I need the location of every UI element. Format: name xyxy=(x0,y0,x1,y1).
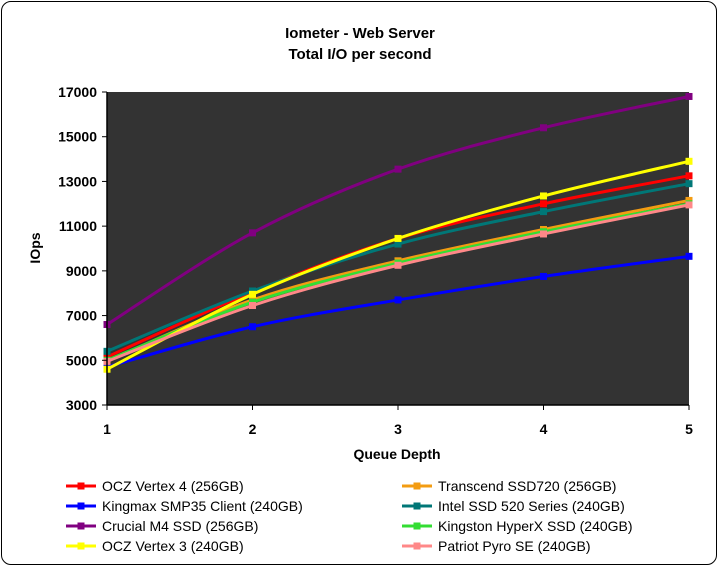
x-tick-label: 2 xyxy=(249,421,257,437)
data-point-marker xyxy=(394,261,402,269)
data-point-marker xyxy=(540,192,547,200)
series-layer xyxy=(103,92,693,373)
legend-label: Kingmax SMP35 Client (240GB) xyxy=(102,498,303,514)
legend-label: Kingston HyperX SSD (240GB) xyxy=(438,518,633,534)
legend-label: Patriot Pyro SE (240GB) xyxy=(438,538,591,554)
legend-swatch-marker xyxy=(77,482,85,490)
data-point-marker xyxy=(394,296,402,304)
legend-swatch-marker xyxy=(77,502,85,510)
legend-item: Transcend SSD720 (256GB) xyxy=(402,478,616,494)
legend-swatch-marker xyxy=(413,522,421,530)
data-point-marker xyxy=(249,302,256,310)
x-tick-label: 3 xyxy=(394,421,402,437)
legend-item: Kingston HyperX SSD (240GB) xyxy=(402,518,633,534)
legend-label: Transcend SSD720 (256GB) xyxy=(438,478,616,494)
data-point-marker xyxy=(685,92,693,100)
data-point-marker xyxy=(540,124,547,132)
legend-item: Intel SSD 520 Series (240GB) xyxy=(402,498,625,514)
x-tick-label: 5 xyxy=(685,421,693,437)
y-tick-label: 17000 xyxy=(58,84,97,100)
legend-swatch-marker xyxy=(413,482,421,490)
data-point-marker xyxy=(685,180,693,188)
data-point-marker xyxy=(394,165,402,173)
legend-item: OCZ Vertex 4 (256GB) xyxy=(66,478,244,494)
chart-subtitle: Total I/O per second xyxy=(288,46,431,63)
data-point-marker xyxy=(540,208,547,216)
y-tick-label: 15000 xyxy=(58,129,97,145)
data-point-marker xyxy=(685,201,693,209)
x-tick-label: 4 xyxy=(540,421,548,437)
legend-label: Crucial M4 SSD (256GB) xyxy=(102,518,258,534)
legend-item: Patriot Pyro SE (240GB) xyxy=(402,538,591,554)
data-point-marker xyxy=(540,272,547,280)
legend-label: Intel SSD 520 Series (240GB) xyxy=(438,498,625,514)
data-point-marker xyxy=(685,157,693,165)
plot-area xyxy=(107,92,689,405)
data-point-marker xyxy=(540,230,547,238)
data-point-marker xyxy=(685,172,693,180)
data-point-marker xyxy=(394,240,402,248)
legend: OCZ Vertex 4 (256GB) Transcend SSD720 (25… xyxy=(66,478,633,554)
data-point-marker xyxy=(685,252,693,260)
y-tick-label: 9000 xyxy=(66,263,97,279)
legend-item: OCZ Vertex 3 (240GB) xyxy=(66,538,244,554)
legend-swatch-marker xyxy=(413,502,421,510)
legend-label: OCZ Vertex 4 (256GB) xyxy=(102,478,244,494)
legend-item: Crucial M4 SSD (256GB) xyxy=(66,518,258,534)
data-point-marker xyxy=(394,234,402,242)
y-axis-label: IOps xyxy=(27,232,43,263)
legend-swatch-marker xyxy=(413,542,421,550)
y-tick-label: 11000 xyxy=(59,218,97,234)
chart-title: Iometer - Web Server xyxy=(285,25,435,42)
data-point-marker xyxy=(249,323,256,331)
x-tick-label: 1 xyxy=(103,421,111,437)
y-tick-label: 5000 xyxy=(66,352,97,368)
y-tick-label: 13000 xyxy=(58,173,97,189)
legend-label: OCZ Vertex 3 (240GB) xyxy=(102,538,244,554)
legend-swatch-marker xyxy=(77,522,85,530)
axes-layer: 3000 5000 7000 9000 11000 13000 15000 17000 1 2 3 4… xyxy=(58,84,693,437)
data-point-marker xyxy=(249,290,256,298)
legend-item: Kingmax SMP35 Client (240GB) xyxy=(66,498,303,514)
y-tick-label: 3000 xyxy=(66,397,97,413)
data-point-marker xyxy=(249,229,256,237)
x-axis-label: Queue Depth xyxy=(353,446,440,462)
data-point-marker xyxy=(540,200,547,208)
y-tick-label: 7000 xyxy=(66,308,97,324)
legend-swatch-marker xyxy=(77,542,85,550)
